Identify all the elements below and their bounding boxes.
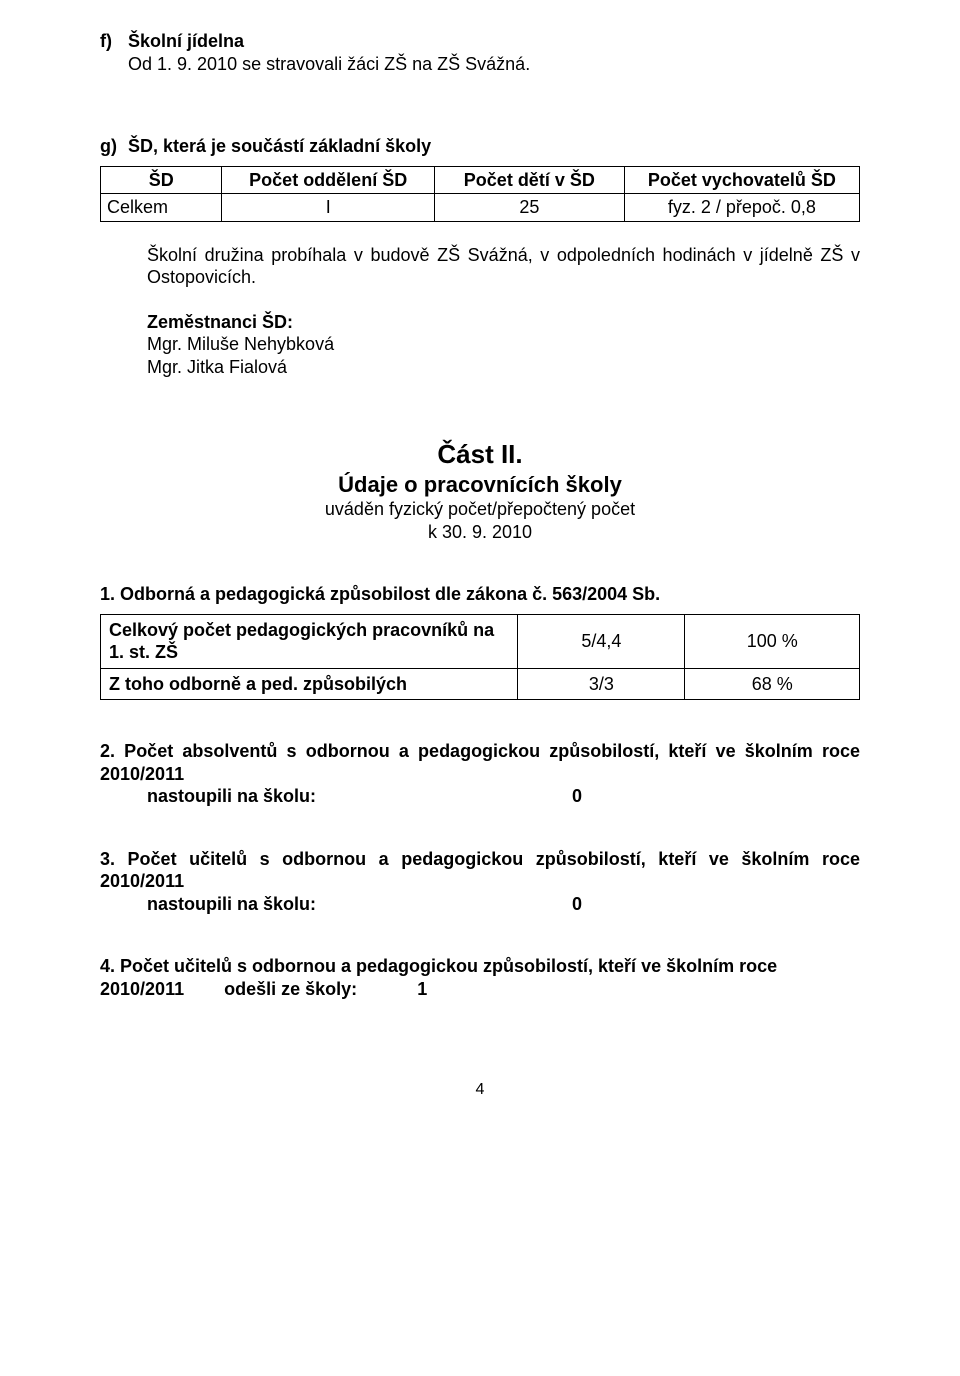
item-2-value: 0 (572, 786, 582, 806)
item-3-value: 0 (572, 894, 582, 914)
sd-table-cell: I (222, 194, 435, 222)
section-g: g) ŠD, která je součástí základní školy (100, 135, 860, 158)
qual-table-cell: 68 % (685, 668, 860, 700)
page-number: 4 (100, 1080, 860, 1100)
staff-name: Mgr. Jitka Fialová (147, 356, 860, 379)
part-2-title: Část II. (100, 438, 860, 471)
item-4-label: odešli ze školy: (224, 979, 357, 999)
item-3-heading: 3. Počet učitelů s odbornou a pedagogick… (100, 848, 860, 893)
item-2-line: nastoupili na školu: 0 (147, 785, 860, 808)
part-2-note2: k 30. 9. 2010 (100, 521, 860, 544)
table-row: Z toho odborně a ped. způsobilých 3/3 68… (101, 668, 860, 700)
section-f-title: Školní jídelna (128, 30, 530, 53)
part-2-note1: uváděn fyzický počet/přepočtený počet (100, 498, 860, 521)
table-header-row: ŠD Počet oddělení ŠD Počet dětí v ŠD Poč… (101, 166, 860, 194)
qual-table-cell: 100 % (685, 614, 860, 668)
item-2-heading: 2. Počet absolventů s odbornou a pedagog… (100, 740, 860, 785)
section-f-body: Školní jídelna Od 1. 9. 2010 se stravova… (128, 30, 530, 75)
sd-table-h1: Počet oddělení ŠD (222, 166, 435, 194)
item-3-label: nastoupili na školu: (147, 893, 567, 916)
sd-table-cell: fyz. 2 / přepoč. 0,8 (624, 194, 859, 222)
item-1-heading: 1. Odborná a pedagogická způsobilost dle… (100, 583, 860, 606)
table-row: Celkový počet pedagogických pracovníků n… (101, 614, 860, 668)
qual-table-cell: Z toho odborně a ped. způsobilých (101, 668, 518, 700)
staff-qualification-table: Celkový počet pedagogických pracovníků n… (100, 614, 860, 701)
table-row: Celkem I 25 fyz. 2 / přepoč. 0,8 (101, 194, 860, 222)
part-2-header: Část II. Údaje o pracovnících školy uvád… (100, 438, 860, 543)
sd-table-row-label: Celkem (101, 194, 222, 222)
document-page: f) Školní jídelna Od 1. 9. 2010 se strav… (0, 0, 960, 1376)
sd-table-cell: 25 (434, 194, 624, 222)
item-4-value: 1 (417, 979, 427, 999)
section-g-marker: g) (100, 135, 128, 158)
part-2-subtitle: Údaje o pracovnících školy (100, 471, 860, 499)
item-4-heading: 4. Počet učitelů s odbornou a pedagogick… (100, 955, 860, 1000)
section-f-text: Od 1. 9. 2010 se stravovali žáci ZŠ na Z… (128, 53, 530, 76)
item-4-heading-text: 4. Počet učitelů s odbornou a pedagogick… (100, 956, 777, 999)
sd-table-h3: Počet vychovatelů ŠD (624, 166, 859, 194)
item-2-label: nastoupili na školu: (147, 785, 567, 808)
section-g-paragraph: Školní družina probíhala v budově ZŠ Svá… (147, 244, 860, 289)
sd-table-h2: Počet dětí v ŠD (434, 166, 624, 194)
item-3-line: nastoupili na školu: 0 (147, 893, 860, 916)
section-g-title: ŠD, která je součástí základní školy (128, 135, 431, 158)
qual-table-cell: 5/4,4 (518, 614, 685, 668)
section-f: f) Školní jídelna Od 1. 9. 2010 se strav… (100, 30, 860, 75)
staff-name: Mgr. Miluše Nehybková (147, 333, 860, 356)
staff-heading: Zeměstnanci ŠD: (147, 311, 860, 334)
section-f-marker: f) (100, 30, 128, 75)
qual-table-cell: Celkový počet pedagogických pracovníků n… (101, 614, 518, 668)
sd-table-h0: ŠD (101, 166, 222, 194)
sd-table: ŠD Počet oddělení ŠD Počet dětí v ŠD Poč… (100, 166, 860, 222)
qual-table-cell: 3/3 (518, 668, 685, 700)
